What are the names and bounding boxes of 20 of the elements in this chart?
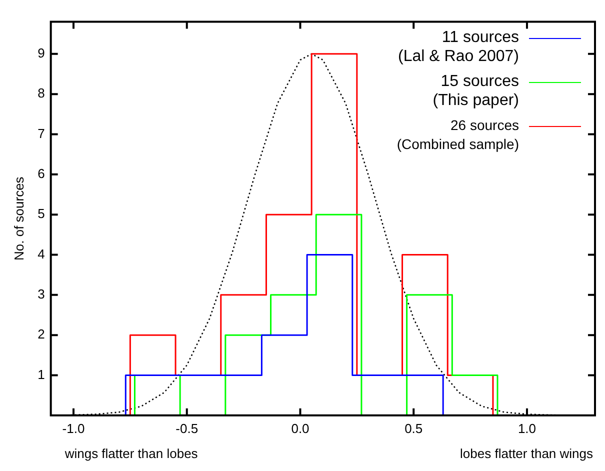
y-tick-label: 5 [38, 206, 45, 222]
x-tick-label: 0.5 [404, 420, 423, 436]
legend-label: 15 sources (This paper) [432, 72, 519, 110]
y-tick-label: 1 [38, 366, 45, 382]
x-tick-label: -0.5 [176, 420, 198, 436]
legend-label: 26 sources (Combined sample) [396, 116, 519, 154]
legend-label: 11 sources (Lal & Rao 2007) [398, 28, 519, 66]
y-tick-label: 7 [38, 126, 45, 141]
x-tick-label: -1.0 [62, 420, 85, 436]
y-tick-label: 2 [38, 326, 45, 342]
y-axis-title: No. of sources [11, 176, 26, 261]
x-tick-label: 0.0 [291, 420, 310, 436]
y-tick-label: 3 [38, 286, 45, 302]
text: wings flatter than lobes [64, 446, 198, 462]
x-tick-label: 1.0 [518, 420, 536, 436]
y-tick-label: 9 [38, 46, 45, 61]
y-tick-label: 6 [38, 166, 45, 181]
y-tick-label: 4 [38, 246, 45, 262]
text: lobes flatter than wings [460, 446, 594, 462]
y-tick-label: 8 [38, 86, 45, 101]
